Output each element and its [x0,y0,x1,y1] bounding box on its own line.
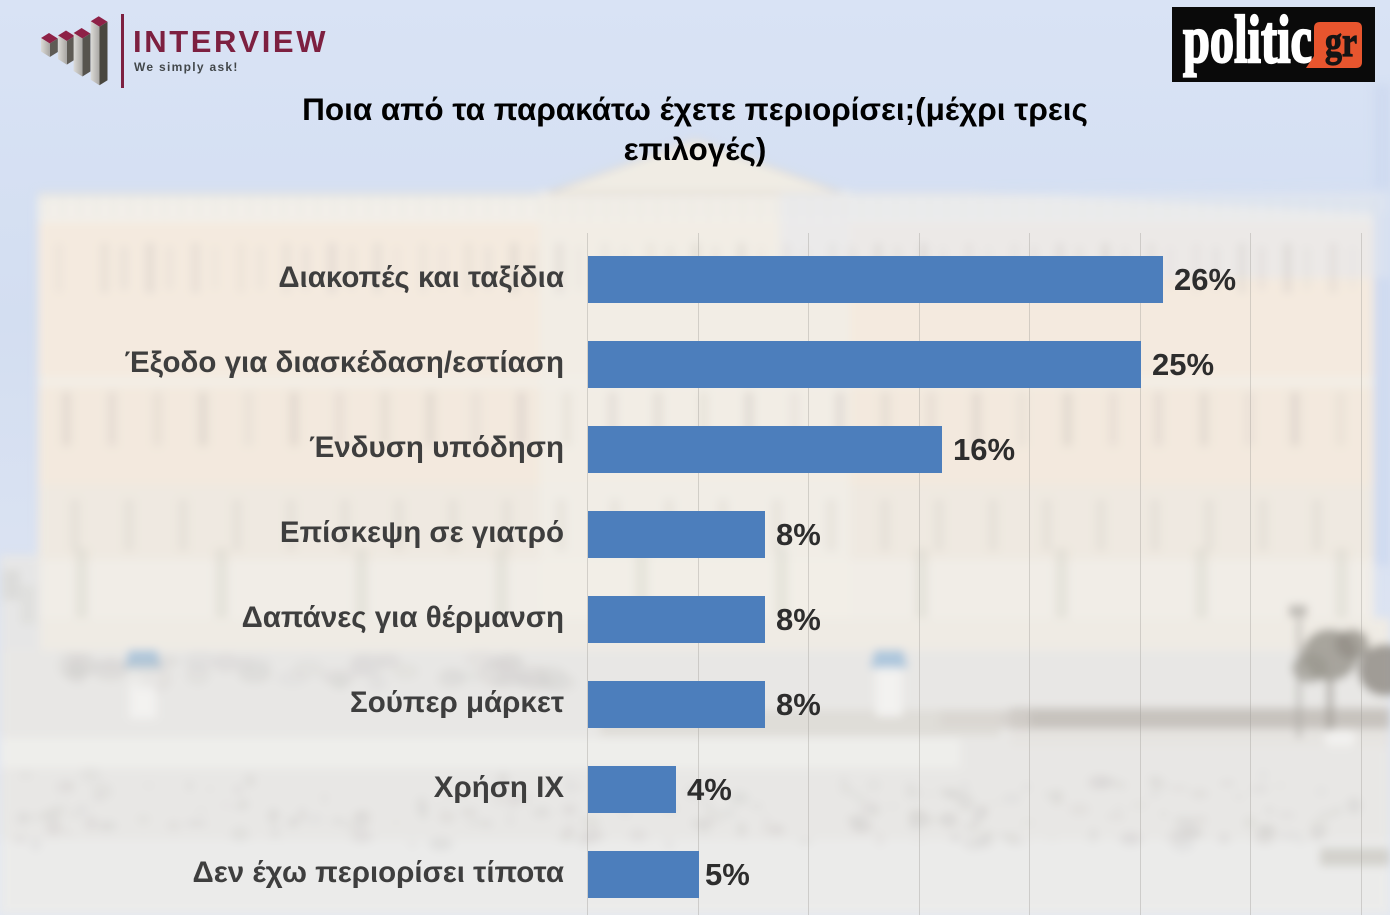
svg-text:INTERVIEW: INTERVIEW [133,24,328,59]
svg-text:gr: gr [1325,20,1357,66]
svg-text:politic: politic [1183,1,1312,77]
svg-text:We simply ask!: We simply ask! [134,60,239,74]
